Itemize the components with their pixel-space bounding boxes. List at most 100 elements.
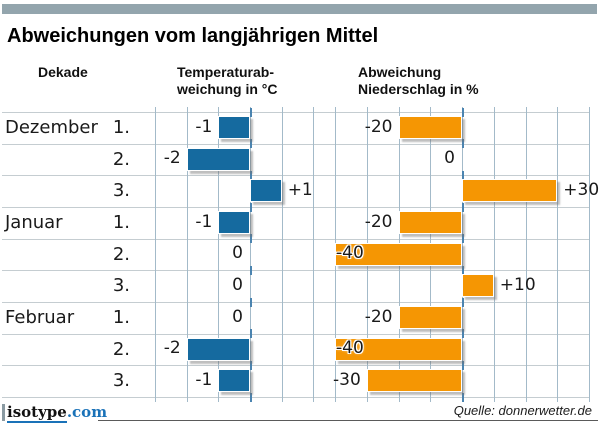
decade-label: 2. [112,338,130,360]
zero-line-dash [461,107,464,117]
value-label: -20 [364,116,393,137]
precipitation-bar [462,179,558,203]
value-label: 0 [232,274,243,295]
column-header-precipitation-line2: Niederschlag in % [358,81,479,97]
zero-line-dash [249,202,252,212]
zero-line-dash [461,392,464,402]
temperature-bar [250,179,282,203]
isotype-logo-suffix: .com [66,403,108,421]
precipitation-bar [398,211,462,234]
value-label: -2 [163,148,181,169]
row-separator-line [2,238,590,240]
decade-label: 1. [112,212,130,233]
gridline [186,107,188,402]
page-title: Abweichungen vom langjährigen Mittel [7,25,379,47]
zero-line-dash [461,265,464,275]
row-separator-line [2,397,590,398]
zero-gridline [462,107,463,402]
decade-label: 3. [112,275,130,297]
gridline [155,107,156,402]
zero-line-dash [249,234,252,244]
zero-line-dash [461,202,464,212]
isotype-logo: isotype.com [7,403,108,423]
month-label: Dezember [5,117,98,138]
zero-line-dash [249,360,252,370]
column-header-temperature-line1: Temperaturab- [177,64,274,80]
decade-label: 1. [112,117,130,138]
decade-label: 3. [112,180,130,202]
value-label: +30 [563,179,600,200]
gridline [557,107,559,402]
value-label: -20 [364,306,393,327]
zero-line-dash [249,107,252,117]
zero-line-dash [249,297,252,307]
zero-line-dash [461,360,464,370]
column-header-temperature-line2: weichung in °C [177,81,278,97]
gridline [218,107,220,402]
value-label: -1 [195,116,213,137]
value-label: -30 [333,369,361,390]
row-separator-line [2,333,590,335]
zero-line-dash [461,139,464,149]
zero-line-dash [249,392,252,402]
column-header-precipitation: Abweichung Niederschlag in % [358,64,479,98]
source-credit: Quelle: donnerwetter.de [453,403,592,418]
value-label: -2 [163,338,181,359]
row-separator-line [2,112,590,113]
precipitation-bar [462,274,494,298]
zero-line-dash [249,265,252,275]
temperature-bar [186,337,250,361]
gridline [493,107,495,402]
value-label: -1 [195,211,213,232]
precipitation-bar [335,242,462,266]
value-label: -40 [336,338,364,359]
zero-line-dash [461,329,464,339]
isotype-logo-text: isotype [7,403,67,423]
gridline [313,107,315,402]
temperature-bar [218,369,250,393]
precipitation-bar [398,306,462,329]
row-separator-line [2,207,590,208]
footer-rule [98,420,598,421]
value-label: -20 [364,211,393,232]
value-label: 0 [232,243,243,264]
temperature-bar [186,147,250,171]
precipitation-bar [335,337,462,361]
decade-label: 2. [112,148,130,170]
temperature-bar [218,116,250,139]
gridline [281,107,283,402]
column-header-temperature: Temperaturab- weichung in °C [177,64,278,98]
row-separator-line [2,302,590,303]
value-label: +10 [499,274,536,295]
value-label: 0 [444,148,455,169]
top-accent-bar [2,4,597,14]
zero-line-dash [249,170,252,180]
zero-line-dash [461,234,464,244]
column-header-precipitation-line1: Abweichung [358,64,442,80]
month-label: Januar [5,212,63,233]
gridline [525,107,527,402]
row-separator-line [2,143,590,145]
value-label: -1 [195,369,213,390]
zero-line-dash [461,170,464,180]
value-label: -40 [336,243,364,264]
value-label: 0 [232,306,243,327]
column-header-dekade: Dekade [38,64,88,80]
logo-left-mark [2,404,5,421]
temperature-bar [218,211,250,234]
row-separator-line [2,270,590,272]
row-separator-line [2,365,590,367]
decade-label: 1. [112,307,130,328]
decade-label: 3. [112,370,130,392]
zero-gridline [250,107,251,402]
gridline [589,107,590,402]
zero-line-dash [249,329,252,339]
value-label: +1 [287,179,313,200]
row-separator-line [2,175,590,177]
precipitation-bar [366,369,463,393]
zero-line-dash [249,139,252,149]
precipitation-bar [398,116,462,139]
month-label: Februar [5,307,75,328]
zero-line-dash [461,297,464,307]
